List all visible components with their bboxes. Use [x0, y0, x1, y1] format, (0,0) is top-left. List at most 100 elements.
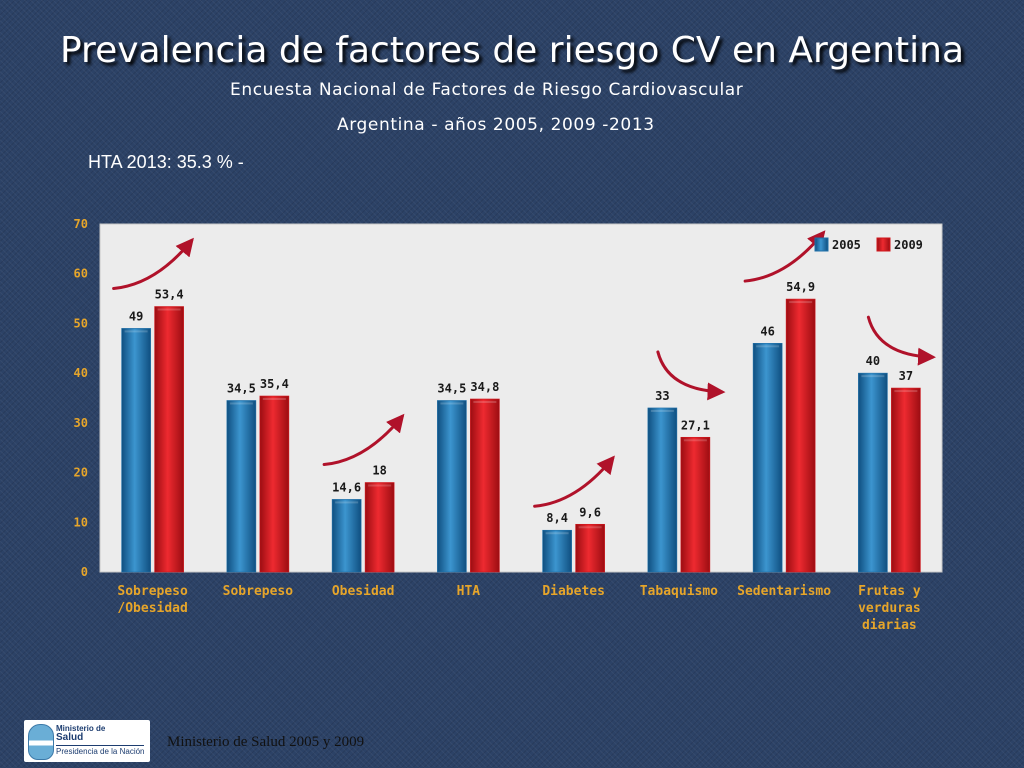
- data-label-2005: 49: [129, 309, 143, 323]
- y-tick-label: 30: [74, 416, 88, 430]
- data-label-2005: 34,5: [227, 381, 256, 395]
- trend-up-arrow-icon: [533, 455, 615, 508]
- category-label-line: /Obesidad: [117, 601, 187, 616]
- logo-line-3: Presidencia de la Nación: [56, 747, 145, 756]
- bar-highlight: [650, 409, 674, 412]
- bar-highlight: [262, 398, 286, 401]
- category-label: Diabetes: [542, 584, 605, 599]
- y-tick-label: 10: [74, 515, 88, 529]
- data-label-2009: 53,4: [155, 288, 184, 302]
- bar-2005: [121, 328, 151, 573]
- bar-2009: [364, 482, 395, 573]
- bar-highlight: [229, 402, 253, 405]
- data-label-2005: 46: [760, 324, 774, 338]
- slide-subtitle-years: Argentina - años 2005, 2009 -2013: [337, 115, 655, 135]
- logo-line-1: Ministerio de: [56, 724, 106, 733]
- bar-2005: [752, 343, 783, 573]
- plot-area: [99, 223, 943, 573]
- trend-up-arrow-icon: [112, 237, 194, 291]
- bar-highlight: [861, 375, 885, 378]
- bar-highlight: [335, 501, 359, 504]
- bar-2009: [470, 398, 500, 573]
- bar-2009: [891, 387, 921, 573]
- bar-highlight: [124, 330, 148, 333]
- bar-2005: [331, 499, 362, 573]
- category-label-line: Diabetes: [542, 584, 605, 599]
- category-label-line: HTA: [457, 584, 481, 599]
- bar-highlight: [157, 308, 181, 311]
- data-label-2009: 37: [899, 369, 913, 383]
- legend-label-2009: 2009: [894, 238, 923, 252]
- category-label: Sobrepeso: [223, 584, 294, 599]
- bar-highlight: [440, 402, 464, 405]
- slide-title: Prevalencia de factores de riesgo CV en …: [59, 30, 965, 71]
- trend-down-arrow-icon: [866, 315, 936, 366]
- bar-2005: [437, 400, 467, 573]
- chart-legend: 2005 2009: [814, 237, 923, 252]
- y-tick-label: 20: [74, 466, 88, 480]
- bar-2009: [785, 298, 816, 573]
- bar-highlight: [789, 301, 813, 304]
- data-label-2009: 54,9: [786, 280, 815, 294]
- bar-2005: [542, 529, 572, 573]
- data-label-2009: 35,4: [260, 377, 289, 391]
- argentina-emblem-icon: [28, 724, 54, 760]
- category-label: Sedentarismo: [737, 584, 831, 599]
- category-label-line: Sedentarismo: [737, 584, 831, 599]
- y-tick-label: 60: [74, 267, 88, 281]
- data-label-2005: 40: [866, 354, 880, 368]
- bar-2009: [575, 523, 605, 573]
- data-label-2005: 8,4: [546, 511, 568, 525]
- bar-highlight: [683, 439, 707, 442]
- category-label-line: Sobrepeso: [223, 584, 294, 599]
- data-label-2005: 14,6: [332, 480, 361, 494]
- data-labels: 49 53,4 34,5 35,4 14,6 18 34,5 34,8 8,4 9,6 33 27,1…: [129, 280, 913, 525]
- ministerio-salud-logo: Ministerio de Salud Presidencia de la Na…: [24, 720, 150, 762]
- y-axis: 0 10 20 30 40 50 60 70: [74, 217, 88, 579]
- y-tick-label: 40: [74, 366, 88, 380]
- trend-down-arrow-icon: [656, 350, 726, 401]
- bar-2009: [680, 436, 711, 573]
- category-label-line: Obesidad: [332, 584, 395, 599]
- trend-arrows: [112, 230, 936, 508]
- category-label: Obesidad: [332, 584, 395, 599]
- category-label: Frutas y verduras diarias: [858, 584, 921, 633]
- legend-label-2005: 2005: [832, 238, 861, 252]
- category-label-line: Tabaquismo: [640, 584, 718, 599]
- bar-highlight: [578, 526, 602, 529]
- legend-swatch-2009: [876, 237, 891, 252]
- bar-2005: [226, 400, 257, 573]
- bar-highlight: [756, 345, 780, 348]
- category-label: Sobrepeso/Obesidad: [117, 584, 188, 616]
- data-label-2005: 33: [655, 389, 669, 403]
- bar-2009: [154, 306, 184, 573]
- source-footer: Ministerio de Salud 2005 y 2009: [167, 734, 365, 750]
- category-label: Tabaquismo: [640, 584, 718, 599]
- hta-2013-note: HTA 2013: 35.3 % -: [88, 152, 244, 172]
- bar-highlight: [894, 390, 918, 393]
- trend-up-arrow-icon: [322, 413, 405, 467]
- legend-swatch-2005: [814, 237, 829, 252]
- bar-highlight: [473, 400, 497, 403]
- bar-series: [121, 298, 921, 573]
- category-label-line: verduras: [858, 601, 921, 616]
- logo-divider: [56, 745, 144, 746]
- data-label-2009: 34,8: [470, 380, 499, 394]
- bar-highlight: [368, 484, 392, 487]
- data-label-2005: 34,5: [437, 381, 466, 395]
- y-tick-label: 70: [74, 217, 88, 231]
- bar-2005: [647, 407, 678, 573]
- data-label-2009: 9,6: [579, 505, 601, 519]
- data-label-2009: 18: [372, 464, 386, 478]
- bar-2009: [259, 395, 290, 573]
- category-label-line: Frutas y: [858, 584, 921, 599]
- category-label: HTA: [457, 584, 481, 599]
- y-tick-label: 0: [81, 565, 88, 579]
- logo-line-2: Salud: [56, 732, 84, 743]
- category-label-line: diarias: [862, 618, 917, 633]
- bar-2005: [858, 372, 888, 573]
- slide-subtitle: Encuesta Nacional de Factores de Riesgo …: [230, 80, 744, 100]
- category-label-line: Sobrepeso: [117, 584, 188, 599]
